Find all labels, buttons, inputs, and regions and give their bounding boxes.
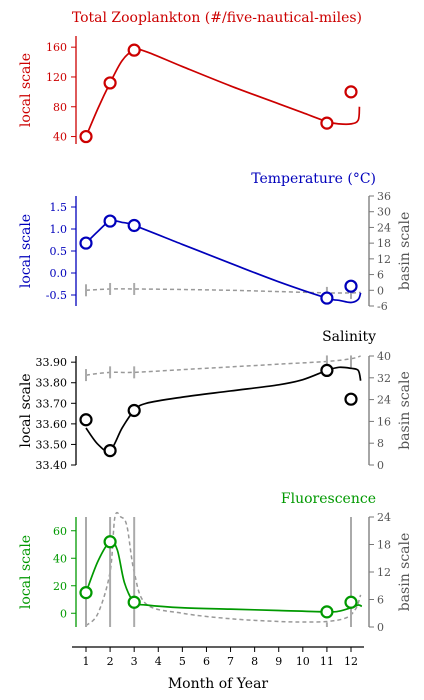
panel-1: Total Zooplankton (#/five-nautical-miles… — [18, 10, 362, 144]
panel-2: Temperature (°C) -0.5 0.0 0.5 1.0 1.5 local sc… — [18, 171, 413, 313]
basin-y-tick-label: 24 — [377, 394, 391, 407]
panel-title: Salinity — [322, 329, 376, 345]
x-tick-label: 3 — [131, 655, 138, 668]
local-y-tick-label: 33.80 — [36, 377, 68, 390]
local-y-tick-label: 33.70 — [36, 397, 68, 410]
basin-y-tick-label: 18 — [377, 237, 391, 250]
data-point — [344, 85, 358, 99]
x-axis: 1 2 3 4 5 6 7 8 9 10 11 12 — [72, 646, 364, 668]
x-tick-label: 9 — [275, 655, 282, 668]
basin-curve — [85, 355, 361, 376]
local-y-tick-label: 0 — [60, 607, 67, 620]
x-tick-label: 6 — [203, 655, 210, 668]
local-y-tick-label: 60 — [53, 525, 67, 538]
local-y-tick-label: 33.40 — [36, 459, 68, 472]
data-point — [344, 279, 358, 293]
data-point — [79, 586, 93, 600]
basin-y-axis-label: basin scale — [397, 371, 413, 450]
local-curve — [85, 48, 361, 137]
data-point — [103, 535, 117, 549]
x-tick-label: 8 — [251, 655, 258, 668]
x-axis-label: Month of Year — [168, 676, 269, 692]
data-point — [320, 291, 334, 305]
local-y-tick-label: 1.5 — [50, 201, 68, 214]
data-point — [103, 214, 117, 228]
panel-title: Total Zooplankton (#/five-nautical-miles… — [72, 10, 362, 26]
x-tick-label: 12 — [344, 655, 358, 668]
data-point — [320, 363, 334, 377]
local-y-axis-label: local scale — [18, 373, 34, 447]
local-y-tick-label: 20 — [53, 580, 67, 593]
basin-y-tick-label: 12 — [377, 253, 391, 266]
local-y-axis-label: local scale — [18, 214, 34, 288]
basin-y-tick-label: 24 — [377, 221, 391, 234]
local-curve — [85, 540, 363, 613]
x-tick-label: 11 — [320, 655, 334, 668]
panel-title: Fluorescence — [281, 491, 376, 507]
local-curve — [85, 219, 362, 304]
data-point — [344, 392, 358, 406]
x-tick-label: 10 — [296, 655, 310, 668]
data-point — [127, 403, 141, 418]
data-point — [127, 595, 141, 609]
data-point — [103, 76, 117, 90]
local-y-tick-label: 0.5 — [50, 245, 68, 258]
basin-y-tick-label: 16 — [377, 415, 391, 428]
basin-curve — [85, 288, 361, 294]
data-point — [127, 43, 141, 57]
basin-y-tick-label: 0 — [377, 459, 384, 472]
data-point — [79, 236, 93, 250]
local-y-tick-label: 1.0 — [50, 223, 68, 236]
local-y-axis-label: local scale — [18, 535, 34, 609]
basin-y-tick-label: 32 — [377, 372, 391, 385]
panel-4: Fluorescence 0 20 40 60 local scale 0 6 12 18 24 ba… — [18, 491, 413, 634]
local-y-axis-label: local scale — [18, 53, 34, 127]
x-tick-label: 5 — [179, 655, 186, 668]
basin-y-tick-label: 12 — [377, 566, 391, 579]
data-point — [127, 218, 141, 233]
basin-y-tick-label: 8 — [377, 437, 384, 450]
basin-y-tick-label: 0 — [377, 621, 384, 634]
data-point — [344, 595, 358, 609]
local-y-tick-label: 160 — [46, 41, 67, 54]
local-y-tick-label: 80 — [53, 101, 67, 114]
x-tick-label: 7 — [227, 655, 234, 668]
local-curve — [85, 366, 362, 453]
data-point — [320, 116, 334, 130]
basin-y-tick-label: 40 — [377, 350, 391, 363]
basin-y-tick-label: 30 — [377, 206, 391, 219]
local-y-tick-label: -0.5 — [46, 289, 67, 302]
panel-3: Salinity 33.40 33.50 33.60 33.70 33.80 33.90lo… — [18, 329, 413, 472]
panel-title: Temperature (°C) — [251, 171, 376, 187]
basin-y-tick-label: -6 — [377, 300, 388, 313]
x-tick-label: 4 — [155, 655, 162, 668]
basin-y-axis-label: basin scale — [397, 212, 413, 291]
basin-y-tick-label: 24 — [377, 511, 391, 524]
data-point — [103, 444, 117, 458]
x-tick-label: 1 — [83, 655, 90, 668]
local-y-tick-label: 40 — [53, 552, 67, 565]
local-y-tick-label: 120 — [46, 71, 67, 84]
basin-y-tick-label: 6 — [377, 269, 384, 282]
local-y-tick-label: 40 — [53, 131, 67, 144]
basin-y-axis-label: basin scale — [397, 533, 413, 612]
local-y-tick-label: 0.0 — [50, 267, 68, 280]
basin-y-tick-label: 6 — [377, 594, 384, 607]
basin-y-tick-label: 36 — [377, 190, 391, 203]
local-y-tick-label: 33.60 — [36, 418, 68, 431]
data-point — [320, 605, 334, 619]
data-point — [79, 129, 93, 144]
x-tick-label: 2 — [107, 655, 114, 668]
data-point — [79, 413, 93, 427]
basin-y-tick-label: 0 — [377, 284, 384, 297]
basin-y-tick-label: 18 — [377, 539, 391, 552]
local-y-tick-label: 33.50 — [36, 438, 68, 451]
local-y-tick-label: 33.90 — [36, 356, 68, 369]
